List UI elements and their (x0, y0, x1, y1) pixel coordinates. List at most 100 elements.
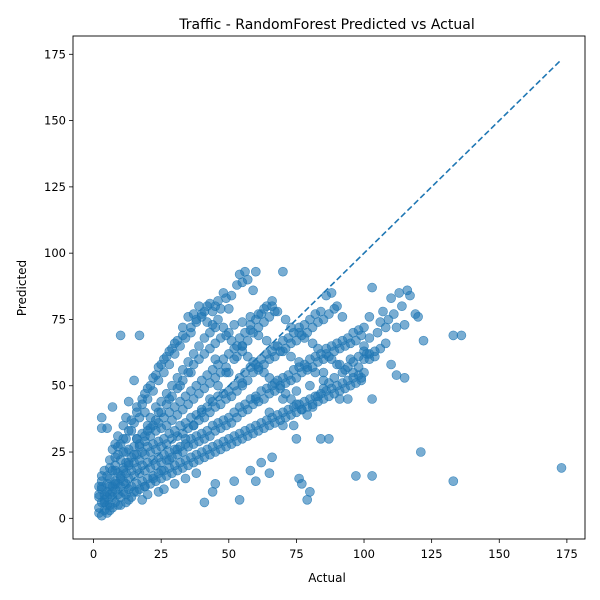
data-point (118, 465, 129, 476)
data-point (194, 341, 204, 351)
data-point (397, 301, 407, 312)
data-point (299, 333, 310, 343)
y-axis: 0 25 50 75 100 125 150 175 (44, 47, 73, 525)
data-point (159, 484, 169, 495)
data-point (367, 471, 377, 481)
data-point (448, 330, 459, 341)
data-point (242, 274, 253, 285)
data-point (367, 394, 377, 404)
data-point (229, 476, 239, 487)
data-point (378, 306, 388, 317)
data-point (180, 433, 191, 444)
data-point (169, 478, 180, 489)
data-point (448, 476, 459, 487)
data-point (364, 333, 375, 343)
data-point (161, 351, 172, 362)
data-point (264, 468, 275, 479)
data-point (399, 372, 410, 383)
data-point (386, 293, 396, 304)
data-point (183, 367, 193, 378)
y-tick-label: 175 (44, 47, 66, 61)
y-tick-label: 0 (59, 511, 66, 525)
data-point (291, 433, 302, 444)
data-point (140, 431, 150, 441)
data-point (148, 473, 158, 484)
data-point (115, 500, 126, 510)
data-point (286, 322, 296, 333)
data-point (140, 388, 150, 399)
data-point (167, 343, 177, 354)
data-point (161, 399, 172, 410)
data-point (305, 380, 315, 391)
data-point (213, 380, 223, 391)
y-tick-label: 25 (51, 445, 66, 459)
x-tick-label: 100 (353, 547, 375, 561)
x-tick-label: 0 (90, 547, 97, 561)
plot-frame (72, 35, 586, 540)
y-axis-label: Predicted (15, 260, 29, 316)
data-point (251, 266, 261, 277)
data-point (334, 394, 345, 404)
data-point (245, 325, 256, 335)
data-point (399, 319, 410, 330)
chart-title: Traffic - RandomForest Predicted vs Actu… (178, 17, 474, 33)
data-point (245, 311, 256, 322)
data-point (245, 465, 256, 476)
data-point (229, 319, 239, 330)
data-point (456, 330, 467, 341)
data-point (123, 425, 134, 436)
data-point (288, 420, 299, 431)
data-point (140, 481, 150, 492)
data-point (256, 457, 267, 468)
data-point (210, 478, 221, 489)
x-tick-label: 125 (421, 547, 443, 561)
data-point (332, 301, 342, 312)
data-point (291, 386, 302, 396)
data-point (418, 335, 429, 346)
data-point (224, 303, 234, 314)
data-point (186, 327, 196, 338)
data-point (96, 412, 107, 423)
data-point (386, 359, 396, 370)
data-point (415, 447, 426, 457)
data-point (296, 478, 307, 489)
data-point (178, 375, 188, 386)
data-point (151, 370, 161, 380)
data-point (237, 317, 248, 327)
data-point (267, 452, 277, 463)
data-point (369, 351, 380, 362)
data-point (367, 282, 377, 293)
points-layer (94, 266, 567, 521)
x-tick-label: 25 (154, 547, 169, 561)
data-point (156, 359, 166, 370)
x-axis: 0 25 50 75 100 125 150 175 (90, 539, 578, 561)
data-point (391, 322, 402, 333)
data-point (180, 473, 191, 484)
data-point (315, 433, 326, 444)
data-point (364, 311, 375, 322)
data-point (199, 497, 210, 508)
data-point (123, 396, 134, 407)
data-point (145, 423, 156, 434)
data-point (113, 441, 123, 452)
data-point (556, 463, 567, 473)
data-point (132, 407, 142, 418)
data-point (123, 494, 134, 505)
data-point (269, 341, 280, 351)
data-point (191, 468, 202, 479)
data-point (272, 306, 283, 317)
data-point (134, 330, 145, 341)
data-point (261, 335, 272, 346)
data-point (337, 311, 348, 322)
data-point (142, 489, 153, 500)
data-point (278, 420, 288, 431)
data-point (213, 314, 223, 325)
data-point (329, 372, 340, 383)
data-point (388, 309, 399, 319)
data-point (253, 330, 264, 341)
data-point (324, 433, 334, 444)
data-point (110, 452, 120, 463)
data-point (126, 415, 137, 426)
data-point (102, 471, 112, 481)
